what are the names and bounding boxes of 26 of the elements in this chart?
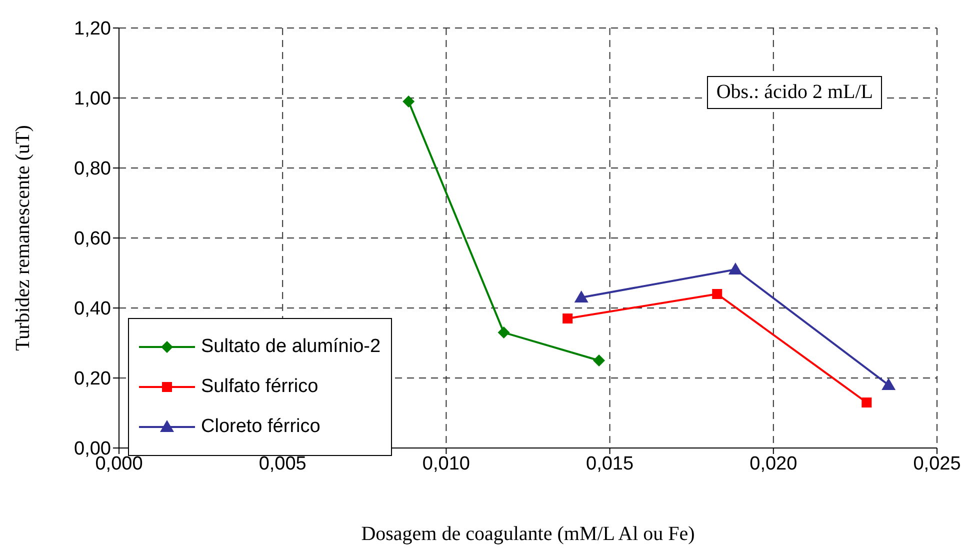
legend-label: Sulfato férrico <box>201 376 318 398</box>
y-tick-label: 0,40 <box>74 298 111 320</box>
y-tick-label: 0,60 <box>74 228 111 250</box>
y-axis-title: Turbidez remanescente (uT) <box>12 125 34 351</box>
point <box>862 398 872 408</box>
legend-label: Sultato de alumínio-2 <box>201 336 381 358</box>
x-axis-title: Dosagem de coagulante (mM/L Al ou Fe) <box>361 523 695 545</box>
legend-label: Cloreto férrico <box>201 416 320 438</box>
x-tick-label: 0,005 <box>258 453 306 474</box>
point <box>574 290 588 302</box>
x-tick-label: 0,020 <box>750 453 798 474</box>
point <box>402 96 415 108</box>
point <box>593 354 605 366</box>
x-tick-label: 0,015 <box>586 453 634 474</box>
y-tick-label: 1,20 <box>74 18 111 40</box>
annotation: Obs.: ácido 2 mL/L <box>707 76 882 109</box>
x-tick-label: 0,025 <box>913 453 961 474</box>
y-tick-label: 0,20 <box>74 368 111 390</box>
point <box>712 289 722 299</box>
point <box>728 262 742 274</box>
x-tick-label: 0,010 <box>422 453 470 474</box>
point <box>498 326 510 338</box>
y-tick-label: 0,80 <box>74 158 111 180</box>
point <box>562 314 573 324</box>
y-tick-label: 1,00 <box>74 88 111 110</box>
point <box>882 378 896 390</box>
